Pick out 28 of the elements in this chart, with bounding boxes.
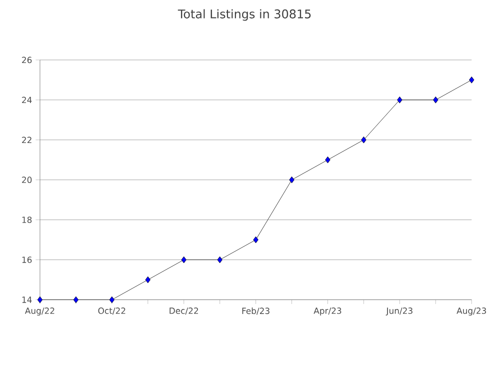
point [145, 276, 150, 284]
x-tick-label: Aug/22 [24, 308, 54, 316]
point [361, 136, 366, 144]
point [289, 176, 294, 184]
y-tick-label: 18 [22, 216, 32, 224]
y-tick-label: 22 [22, 136, 32, 144]
point [253, 236, 258, 244]
point [73, 296, 79, 304]
point [217, 256, 222, 264]
x-tick-label: Apr/23 [314, 308, 342, 316]
y-tick-label: 20 [22, 176, 32, 184]
point [433, 96, 438, 104]
x-tick-label: Feb/23 [242, 308, 270, 315]
chart-title: Total Listings in 30815 [178, 9, 311, 21]
point [37, 296, 43, 304]
point [469, 76, 474, 84]
point [181, 256, 186, 264]
x-tick-label: Dec/22 [170, 308, 198, 315]
x-tick-label: Jun/23 [386, 308, 412, 316]
x-tick-label: Aug/23 [456, 308, 486, 316]
point [109, 296, 114, 304]
point [397, 96, 402, 104]
x-tick-label: Oct/22 [98, 308, 126, 315]
y-tick-label: 14 [22, 296, 32, 303]
y-tick-label: 16 [22, 256, 32, 264]
y-tick-label: 24 [22, 96, 32, 104]
point [325, 156, 330, 164]
y-tick-label: 26 [22, 56, 32, 64]
